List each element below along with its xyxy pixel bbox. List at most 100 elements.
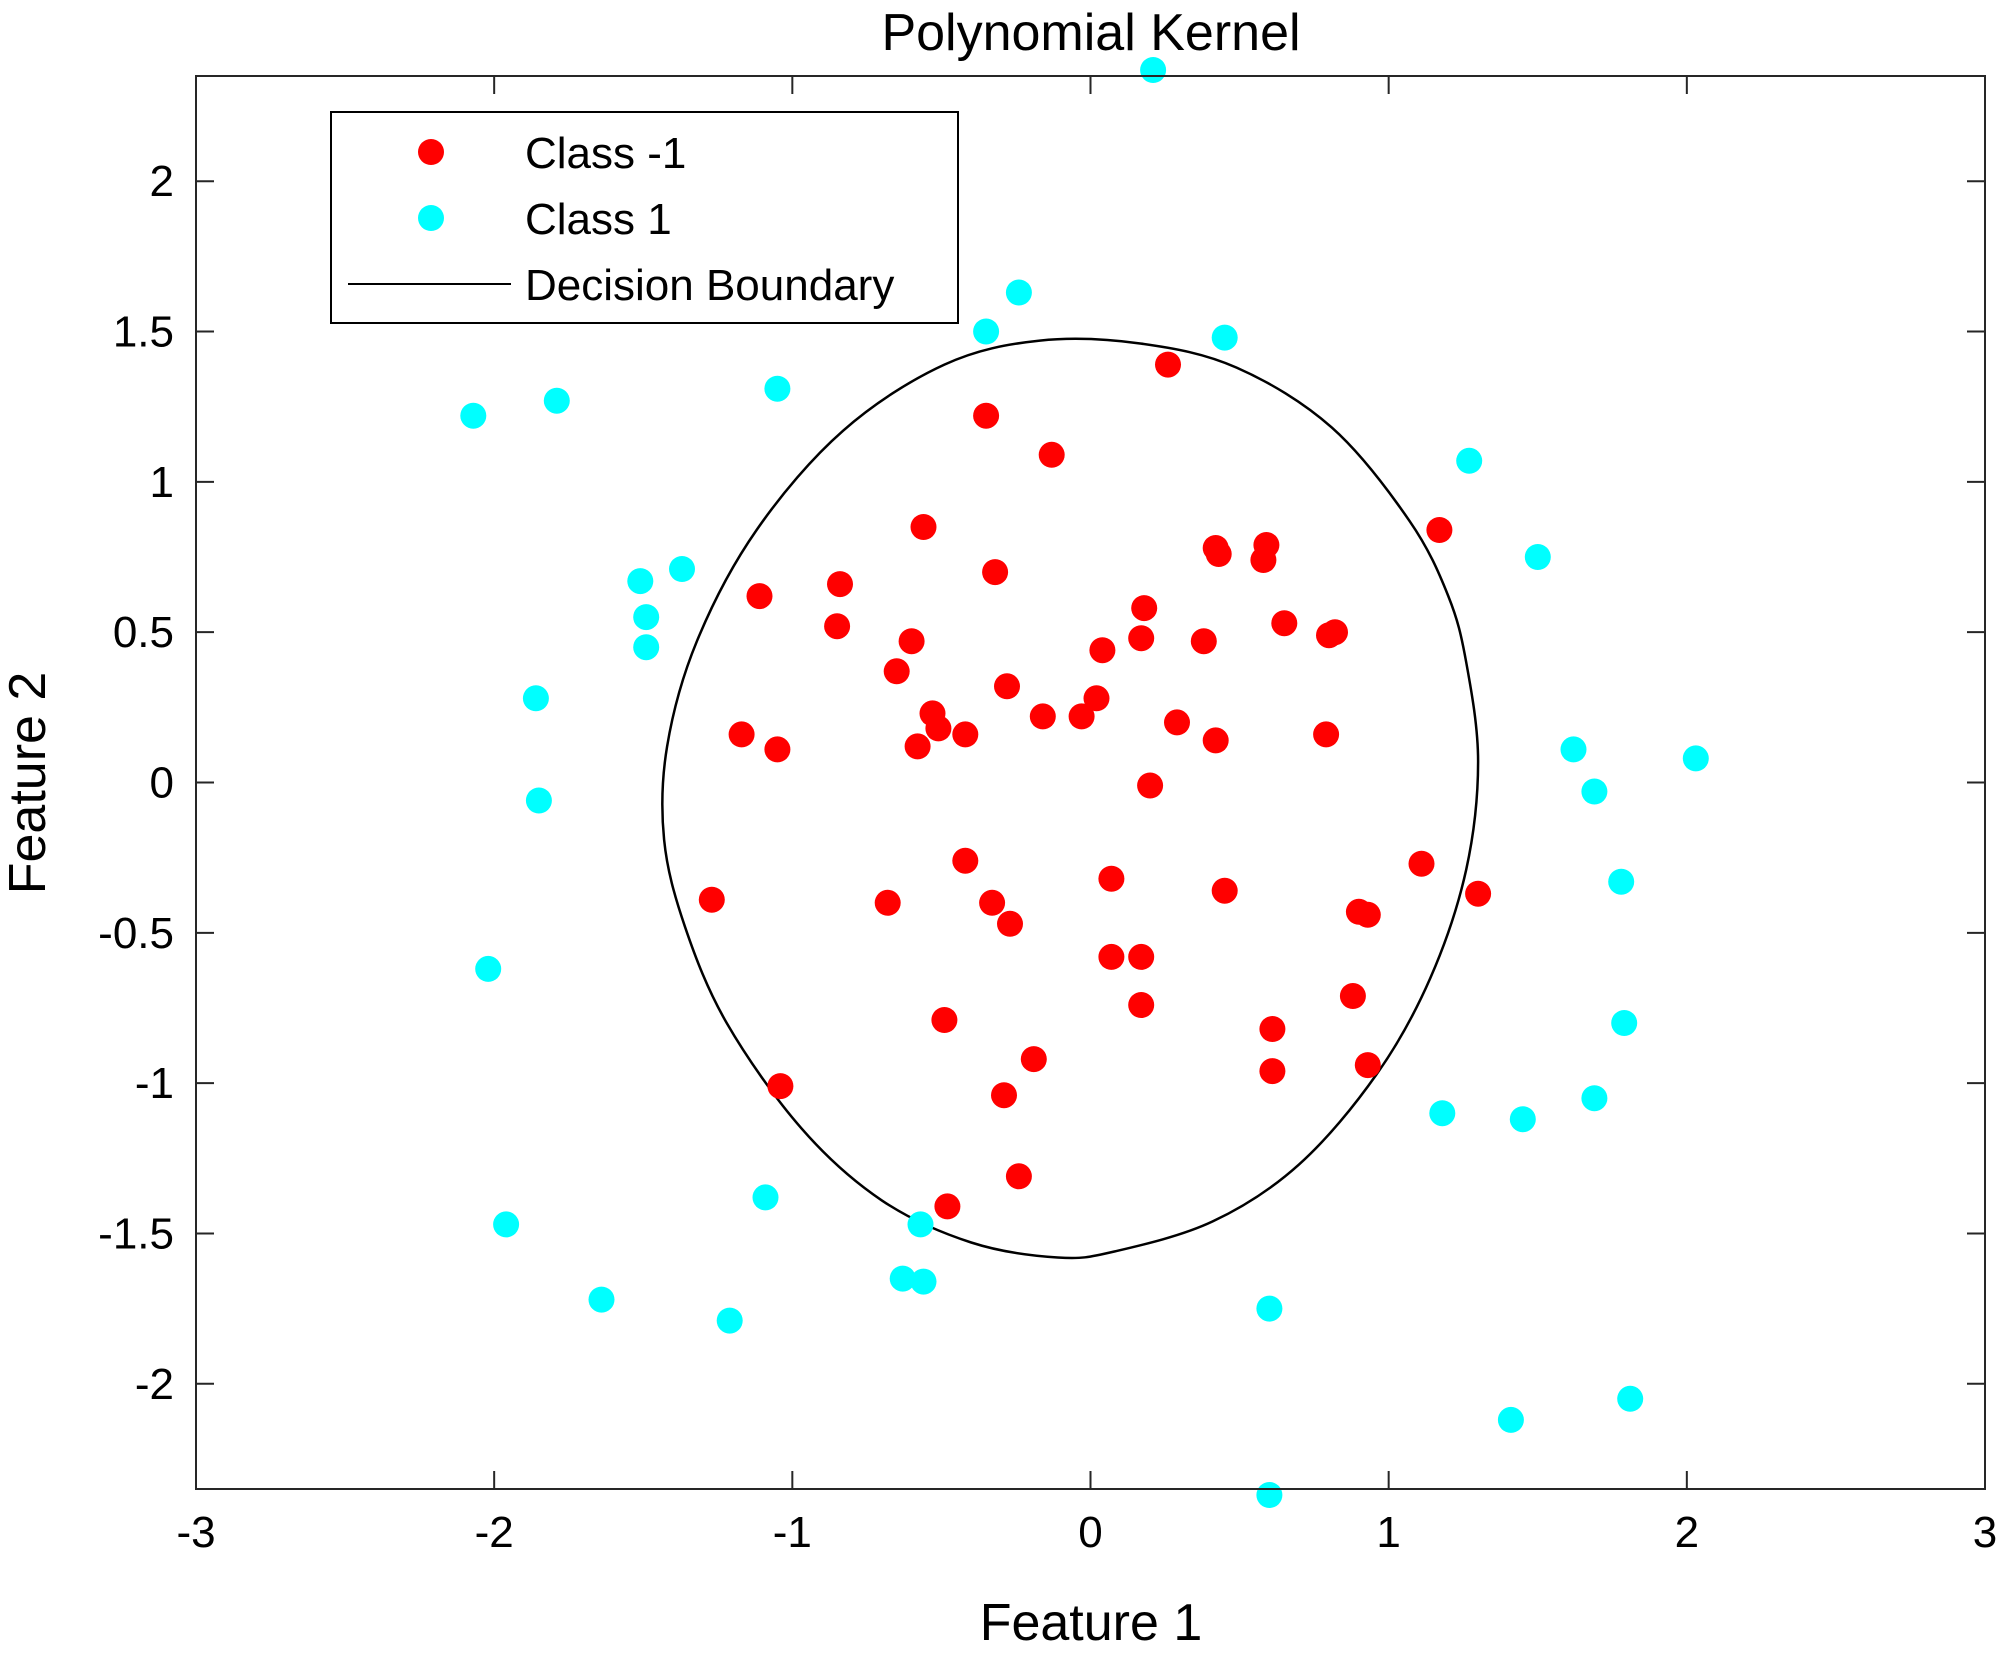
data-point-class-neg1 [1005, 1163, 1032, 1190]
data-point-class-neg1 [1038, 441, 1065, 468]
data-point-class-neg1 [931, 1007, 958, 1033]
y-tick-label: 1.5 [113, 308, 174, 357]
data-point-class-neg1 [1098, 865, 1125, 892]
data-point-class-neg1 [952, 721, 979, 748]
data-point-class-neg1 [824, 613, 851, 640]
data-point-class-1 [1256, 1482, 1283, 1508]
data-point-class-1 [764, 375, 791, 402]
legend-marker-class-1 [418, 205, 444, 231]
x-tick-label: 0 [1078, 1508, 1102, 1557]
data-point-class-neg1 [1211, 877, 1238, 904]
data-point-class-neg1 [994, 673, 1020, 700]
data-point-class-neg1 [746, 583, 773, 610]
x-tick-label: -2 [475, 1508, 514, 1557]
data-point-class-1 [1560, 736, 1587, 763]
series-class-neg1 [698, 351, 1492, 1220]
data-point-class-1 [493, 1211, 520, 1238]
x-tick-label: 3 [1973, 1508, 1997, 1557]
data-point-class-1 [475, 955, 502, 982]
y-tick-label: 2 [150, 157, 174, 206]
data-point-class-neg1 [1098, 943, 1125, 970]
data-point-class-1 [1140, 57, 1167, 83]
data-point-class-neg1 [1128, 625, 1155, 652]
data-point-class-neg1 [904, 733, 931, 760]
data-point-class-neg1 [1313, 721, 1340, 748]
data-point-class-neg1 [1465, 880, 1492, 907]
data-point-class-1 [1456, 447, 1483, 474]
data-point-class-1 [633, 634, 660, 661]
data-point-class-neg1 [1137, 772, 1164, 799]
data-point-class-1 [633, 604, 660, 631]
data-point-class-neg1 [874, 889, 901, 916]
data-point-class-neg1 [910, 514, 937, 540]
data-point-class-neg1 [1083, 685, 1110, 712]
data-point-class-neg1 [1155, 351, 1181, 378]
y-tick-label: 0.5 [113, 608, 174, 657]
data-point-class-neg1 [767, 1073, 794, 1100]
legend-label-decision-boundary: Decision Boundary [525, 261, 894, 310]
data-point-class-1 [1005, 279, 1032, 306]
data-point-class-neg1 [1068, 703, 1095, 730]
y-tick-label: -1.5 [98, 1209, 174, 1258]
data-point-class-neg1 [883, 658, 910, 685]
y-tick-label: -2 [135, 1360, 174, 1409]
y-tick-label: 0 [150, 759, 174, 808]
data-point-class-neg1 [997, 910, 1023, 937]
data-point-class-1 [460, 402, 487, 429]
data-point-class-neg1 [1259, 1058, 1286, 1085]
data-point-class-neg1 [1202, 727, 1229, 754]
data-point-class-neg1 [1020, 1046, 1047, 1073]
data-point-class-1 [669, 556, 695, 582]
decision-boundary-curve [661, 337, 1480, 1260]
data-point-class-1 [1617, 1385, 1644, 1412]
data-point-class-neg1 [1259, 1016, 1286, 1042]
y-tick-label: -1 [135, 1059, 174, 1108]
data-point-class-neg1 [991, 1082, 1017, 1109]
data-point-class-neg1 [1250, 547, 1277, 573]
tick-labels-layer: -3 -2 -1 0 1 2 3 -2 -1.5 -1 -0.5 0 0.5 1 1.5 2 [98, 157, 1997, 1557]
data-point-class-1 [907, 1211, 934, 1238]
data-point-class-neg1 [698, 886, 725, 913]
series-class-1 [460, 57, 1709, 1508]
data-point-class-1 [1581, 1085, 1608, 1112]
data-point-class-neg1 [1205, 541, 1232, 567]
data-point-class-1 [543, 387, 570, 414]
data-point-class-1 [1581, 778, 1608, 805]
x-tick-label: 1 [1376, 1508, 1400, 1557]
data-point-class-neg1 [973, 402, 1000, 429]
x-tick-label: -3 [176, 1508, 215, 1557]
data-point-class-neg1 [898, 628, 925, 655]
data-point-class-1 [752, 1184, 779, 1211]
data-point-class-1 [716, 1307, 743, 1334]
data-point-class-neg1 [934, 1193, 961, 1220]
data-point-class-1 [1509, 1106, 1536, 1133]
data-point-class-neg1 [1322, 619, 1348, 646]
data-point-class-neg1 [1354, 901, 1381, 928]
data-point-class-1 [1524, 544, 1551, 570]
x-axis-title: Feature 1 [980, 1594, 1203, 1652]
legend-marker-class-neg1 [418, 139, 444, 165]
data-point-class-neg1 [1131, 595, 1158, 622]
data-point-class-1 [522, 685, 549, 712]
data-point-class-1 [1682, 745, 1709, 772]
data-point-class-neg1 [979, 889, 1006, 916]
axes-layer [195, 75, 1986, 1490]
data-point-class-1 [1429, 1100, 1456, 1127]
data-point-class-neg1 [1190, 628, 1217, 655]
data-point-class-neg1 [982, 559, 1009, 586]
x-tick-label: -1 [773, 1508, 812, 1557]
data-point-class-1 [525, 787, 552, 814]
data-point-class-neg1 [1089, 637, 1116, 664]
data-point-class-neg1 [1128, 943, 1155, 970]
data-point-class-neg1 [1128, 992, 1155, 1018]
data-point-class-1 [1256, 1295, 1283, 1322]
data-point-class-neg1 [1354, 1052, 1381, 1079]
x-tick-label: 2 [1675, 1508, 1699, 1557]
data-point-class-neg1 [764, 736, 791, 763]
data-point-class-1 [1611, 1010, 1638, 1036]
data-point-class-1 [1608, 868, 1635, 895]
chart-title: Polynomial Kernel [881, 4, 1300, 62]
data-point-class-neg1 [1271, 610, 1298, 637]
